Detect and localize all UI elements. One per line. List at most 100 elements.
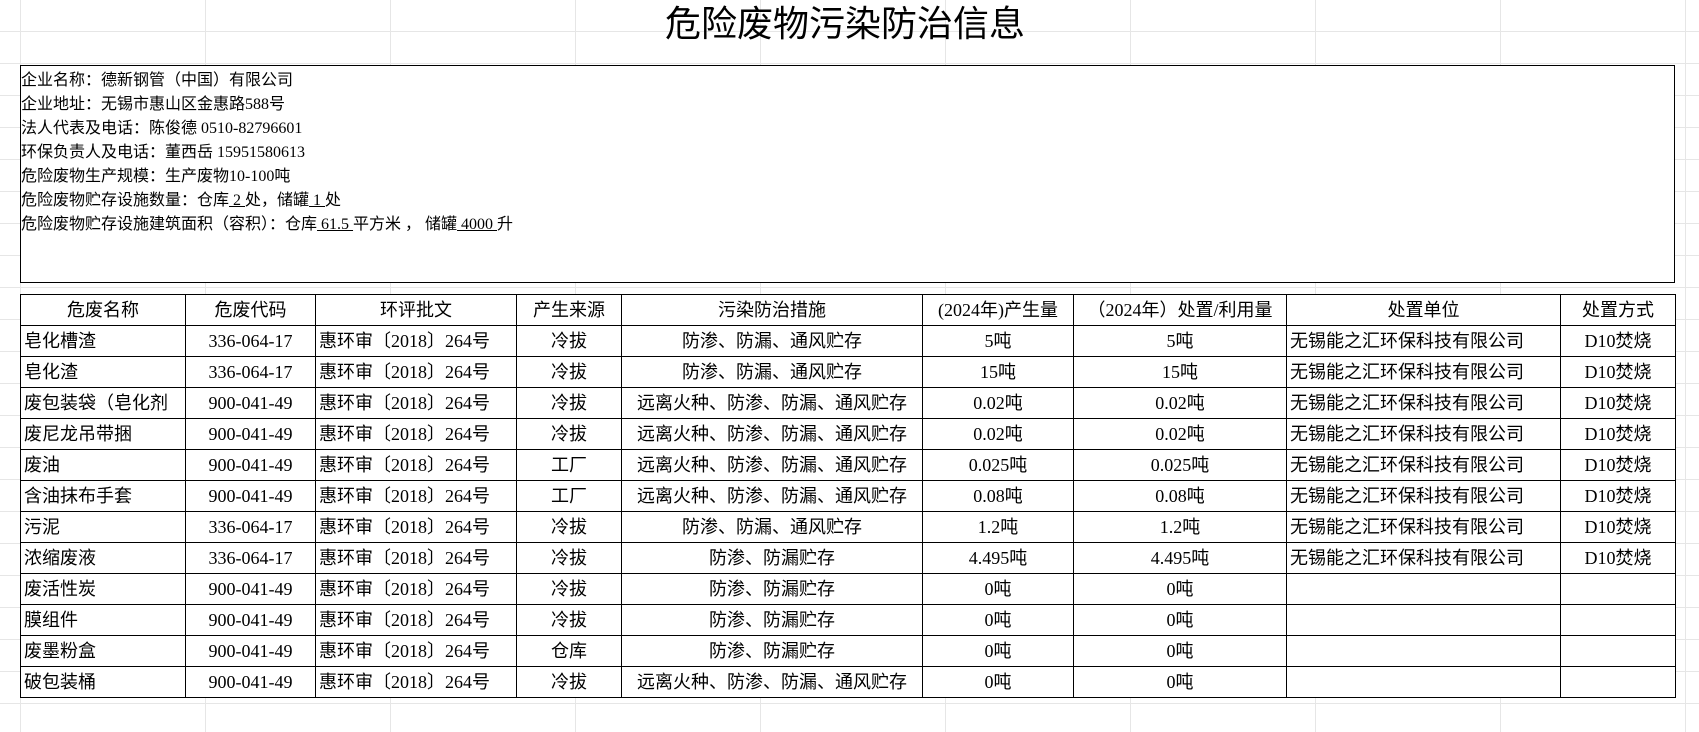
table-cell: 0吨 <box>1073 573 1287 605</box>
table-cell: 防渗、防漏、通风贮存 <box>621 511 923 543</box>
table-row: 破包装桶 900-041-49 惠环审〔2018〕264号 冷拔 远离火种、防渗、防漏、… <box>20 666 1676 698</box>
info-value: 生产废物10-100吨 <box>165 168 290 185</box>
table-row: 浓缩废液 336-064-17 惠环审〔2018〕264号 冷拔 防渗、防漏贮存 4.49… <box>20 542 1676 574</box>
info-row: 法人代表及电话：陈俊德 0510-82796601 <box>21 114 1674 138</box>
info-row: 环保负责人及电话：董西岳 15951580613 <box>21 138 1674 162</box>
header-cell: 危废名称 <box>20 294 186 326</box>
table-cell: 0吨 <box>1073 604 1287 636</box>
table-cell: 900-041-49 <box>185 573 316 605</box>
table-cell: 4.495吨 <box>1073 542 1287 574</box>
info-value-part: 61.5 <box>317 216 354 233</box>
table-cell: 惠环审〔2018〕264号 <box>315 418 517 450</box>
table-cell: 336-064-17 <box>185 325 316 357</box>
info-value: 仓库 61.5 平方米 ， 储罐 4000 升 <box>285 216 513 233</box>
table-cell <box>1286 666 1561 698</box>
table-cell: 0.02吨 <box>1073 387 1287 419</box>
info-value-part: 平方米 ， 储罐 <box>353 216 458 233</box>
table-cell: 5吨 <box>1073 325 1287 357</box>
info-label: 企业地址： <box>21 96 102 113</box>
table-cell: 0.02吨 <box>1073 418 1287 450</box>
info-value-part: 升 <box>497 216 514 233</box>
header-cell: 处置方式 <box>1560 294 1676 326</box>
info-value: 仓库 2 处，储罐 1 处 <box>197 192 341 209</box>
table-cell: 无锡能之汇环保科技有限公司 <box>1286 356 1561 388</box>
table-cell: 0吨 <box>922 604 1074 636</box>
table-row: 膜组件 900-041-49 惠环审〔2018〕264号 冷拔 防渗、防漏贮存 0吨 0吨 <box>20 604 1676 636</box>
table-cell: 0吨 <box>922 635 1074 667</box>
info-value-part: 1 <box>309 192 326 209</box>
info-value-part: 德新钢管（中国）有限公司 <box>101 72 294 89</box>
table-cell: 0吨 <box>1073 666 1287 698</box>
table-cell: 900-041-49 <box>185 635 316 667</box>
info-label: 环保负责人及电话： <box>21 144 166 161</box>
table-cell: 远离火种、防渗、防漏、通风贮存 <box>621 666 923 698</box>
header-cell: 污染防治措施 <box>621 294 923 326</box>
table-cell: 无锡能之汇环保科技有限公司 <box>1286 449 1561 481</box>
table-cell: 惠环审〔2018〕264号 <box>315 356 517 388</box>
table-row: 废尼龙吊带捆 900-041-49 惠环审〔2018〕264号 冷拔 远离火种、防渗、防… <box>20 418 1676 450</box>
info-value-part: 陈俊德 0510-82796601 <box>149 120 303 137</box>
table-cell: 0吨 <box>1073 635 1287 667</box>
table-cell: 含油抹布手套 <box>20 480 186 512</box>
info-value-part: 仓库 <box>197 192 230 209</box>
table-cell: D10焚烧 <box>1560 418 1676 450</box>
table-cell: 0.025吨 <box>1073 449 1287 481</box>
table-cell: 防渗、防漏、通风贮存 <box>621 356 923 388</box>
info-value-part: 仓库 <box>285 216 318 233</box>
table-cell: D10焚烧 <box>1560 480 1676 512</box>
table-cell: 冷拔 <box>516 387 622 419</box>
table-cell: 无锡能之汇环保科技有限公司 <box>1286 511 1561 543</box>
table-cell: 4.495吨 <box>922 542 1074 574</box>
table-cell: 惠环审〔2018〕264号 <box>315 480 517 512</box>
info-value-part: 2 <box>229 192 246 209</box>
table-cell: 废活性炭 <box>20 573 186 605</box>
table-row: 废包装袋（皂化剂 900-041-49 惠环审〔2018〕264号 冷拔 远离火种、防渗… <box>20 387 1676 419</box>
table-cell: 惠环审〔2018〕264号 <box>315 511 517 543</box>
table-cell: 惠环审〔2018〕264号 <box>315 573 517 605</box>
table-cell <box>1560 635 1676 667</box>
table-cell: 900-041-49 <box>185 387 316 419</box>
info-value-part: 无锡市惠山区金惠路588号 <box>101 96 286 113</box>
table-cell: D10焚烧 <box>1560 542 1676 574</box>
table-cell: 无锡能之汇环保科技有限公司 <box>1286 480 1561 512</box>
table-row: 废油 900-041-49 惠环审〔2018〕264号 工厂 远离火种、防渗、防漏、通风… <box>20 449 1676 481</box>
info-row: 危险废物贮存设施建筑面积（容积）：仓库 61.5 平方米 ， 储罐 4000 升 <box>21 210 1674 234</box>
table-cell: 冷拔 <box>516 325 622 357</box>
table-cell: 废包装袋（皂化剂 <box>20 387 186 419</box>
info-label: 危险废物贮存设施建筑面积（容积）： <box>21 216 286 233</box>
table-cell: 惠环审〔2018〕264号 <box>315 666 517 698</box>
header-row: 危废名称 危废代码 环评批文 产生来源 污染防治措施 (2024年)产生量 （2024年）处… <box>20 294 1676 326</box>
table-cell: 仓库 <box>516 635 622 667</box>
table-cell: 0吨 <box>922 573 1074 605</box>
table-cell: 900-041-49 <box>185 666 316 698</box>
header-cell: 危废代码 <box>185 294 316 326</box>
table-cell: 15吨 <box>1073 356 1287 388</box>
table-cell: 远离火种、防渗、防漏、通风贮存 <box>621 480 923 512</box>
table-cell: 0.08吨 <box>922 480 1074 512</box>
table-cell: 0.08吨 <box>1073 480 1287 512</box>
info-value: 无锡市惠山区金惠路588号 <box>101 96 285 113</box>
table-cell: 惠环审〔2018〕264号 <box>315 604 517 636</box>
table-cell: 废墨粉盒 <box>20 635 186 667</box>
table-cell: 0.025吨 <box>922 449 1074 481</box>
info-label: 法人代表及电话： <box>21 120 150 137</box>
table-cell: 336-064-17 <box>185 356 316 388</box>
table-cell: 900-041-49 <box>185 449 316 481</box>
header-cell: (2024年)产生量 <box>922 294 1074 326</box>
table-cell <box>1560 604 1676 636</box>
table-cell: 无锡能之汇环保科技有限公司 <box>1286 418 1561 450</box>
info-value: 德新钢管（中国）有限公司 <box>101 72 293 89</box>
table-cell: 废尼龙吊带捆 <box>20 418 186 450</box>
table-cell <box>1286 573 1561 605</box>
table-cell <box>1560 666 1676 698</box>
table-cell: D10焚烧 <box>1560 449 1676 481</box>
table-row: 污泥 336-064-17 惠环审〔2018〕264号 冷拔 防渗、防漏、通风贮存 1.2… <box>20 511 1676 543</box>
header-cell: 处置单位 <box>1286 294 1561 326</box>
info-row: 危险废物贮存设施数量：仓库 2 处，储罐 1 处 <box>21 186 1674 210</box>
table-row: 含油抹布手套 900-041-49 惠环审〔2018〕264号 工厂 远离火种、防渗、防… <box>20 480 1676 512</box>
info-row: 危险废物生产规模：生产废物10-100吨 <box>21 162 1674 186</box>
table-cell: 防渗、防漏贮存 <box>621 635 923 667</box>
table-cell: 工厂 <box>516 449 622 481</box>
table-cell: 远离火种、防渗、防漏、通风贮存 <box>621 449 923 481</box>
